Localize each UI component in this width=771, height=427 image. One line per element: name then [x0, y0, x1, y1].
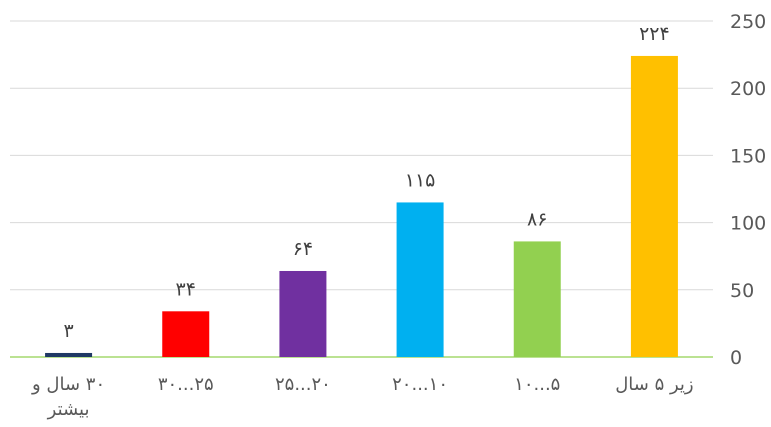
category-label: ۱۰...۲۰ [392, 374, 448, 395]
category-label: بیشتر [47, 399, 90, 420]
category-label: ۲۵...۳۰ [158, 374, 214, 395]
data-label: ۶۴ [293, 238, 313, 260]
data-label: ۲۲۴ [639, 23, 670, 45]
bar [279, 271, 326, 357]
y-tick-label: 50 [730, 280, 754, 302]
bar [631, 56, 678, 357]
y-tick-label: 200 [730, 78, 766, 100]
y-tick-label: 100 [730, 213, 766, 235]
data-label: ۳۴ [176, 278, 196, 300]
data-label: ۸۶ [527, 208, 547, 230]
gridlines [10, 21, 713, 357]
category-label: زیر ۵ سال [615, 374, 693, 395]
bar [514, 241, 561, 357]
data-labels: ۲۲۴ ۸۶ ۱۱۵ ۶۴ ۳۴ ۳ [63, 23, 669, 342]
bar [397, 202, 444, 357]
category-labels: زیر ۵ سال ۵...۱۰ ۱۰...۲۰ ۲۰...۲۵ ۲۵...۳۰ ۳۰ س… [31, 374, 694, 420]
y-tick-label: 150 [730, 145, 766, 167]
y-tick-label: 250 [730, 11, 766, 33]
category-label: ۳۰ سال و [31, 374, 105, 395]
category-label: ۵...۱۰ [514, 374, 560, 395]
category-label: ۲۰...۲۵ [275, 374, 331, 395]
y-tick-label: 0 [730, 347, 742, 369]
bar [45, 353, 92, 357]
y-axis-ticks: 0 50 100 150 200 250 [730, 11, 766, 369]
data-label: ۱۱۵ [405, 169, 436, 191]
data-label: ۳ [63, 320, 73, 342]
bars [45, 56, 678, 357]
bar [162, 311, 209, 357]
